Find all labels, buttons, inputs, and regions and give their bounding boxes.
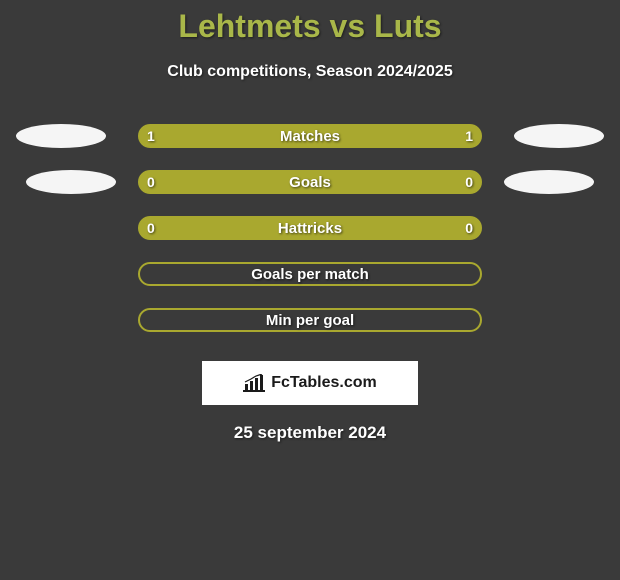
stat-row: Goals per match (0, 259, 620, 305)
stat-right-value: 1 (465, 128, 473, 144)
stat-row: 0 Hattricks 0 (0, 213, 620, 259)
stat-bar: 1 Matches 1 (138, 124, 482, 148)
left-ellipse (26, 170, 116, 194)
logo-box: FcTables.com (202, 361, 418, 405)
stat-right-value: 0 (465, 174, 473, 190)
stat-bar: Goals per match (138, 262, 482, 286)
right-ellipse (514, 124, 604, 148)
right-ellipse (504, 170, 594, 194)
comparison-subtitle: Club competitions, Season 2024/2025 (0, 63, 620, 81)
logo-text: FcTables.com (271, 374, 377, 392)
stat-label: Goals (289, 174, 331, 191)
stat-row: 0 Goals 0 (0, 167, 620, 213)
stat-row: Min per goal (0, 305, 620, 351)
stat-bar: 0 Goals 0 (138, 170, 482, 194)
stat-label: Hattricks (278, 220, 342, 237)
date-label: 25 september 2024 (0, 423, 620, 443)
comparison-title: Lehtmets vs Luts (0, 0, 620, 45)
stat-rows: 1 Matches 1 0 Goals 0 0 Hattricks 0 Goals per mat… (0, 121, 620, 351)
stat-left-value: 0 (147, 220, 155, 236)
stat-label: Goals per match (251, 266, 369, 283)
left-ellipse (16, 124, 106, 148)
chart-icon (243, 374, 265, 392)
stat-bar: 0 Hattricks 0 (138, 216, 482, 240)
stat-left-value: 0 (147, 174, 155, 190)
stat-right-value: 0 (465, 220, 473, 236)
stat-left-value: 1 (147, 128, 155, 144)
stat-bar: Min per goal (138, 308, 482, 332)
stat-label: Min per goal (266, 312, 354, 329)
stat-row: 1 Matches 1 (0, 121, 620, 167)
stat-label: Matches (280, 128, 340, 145)
